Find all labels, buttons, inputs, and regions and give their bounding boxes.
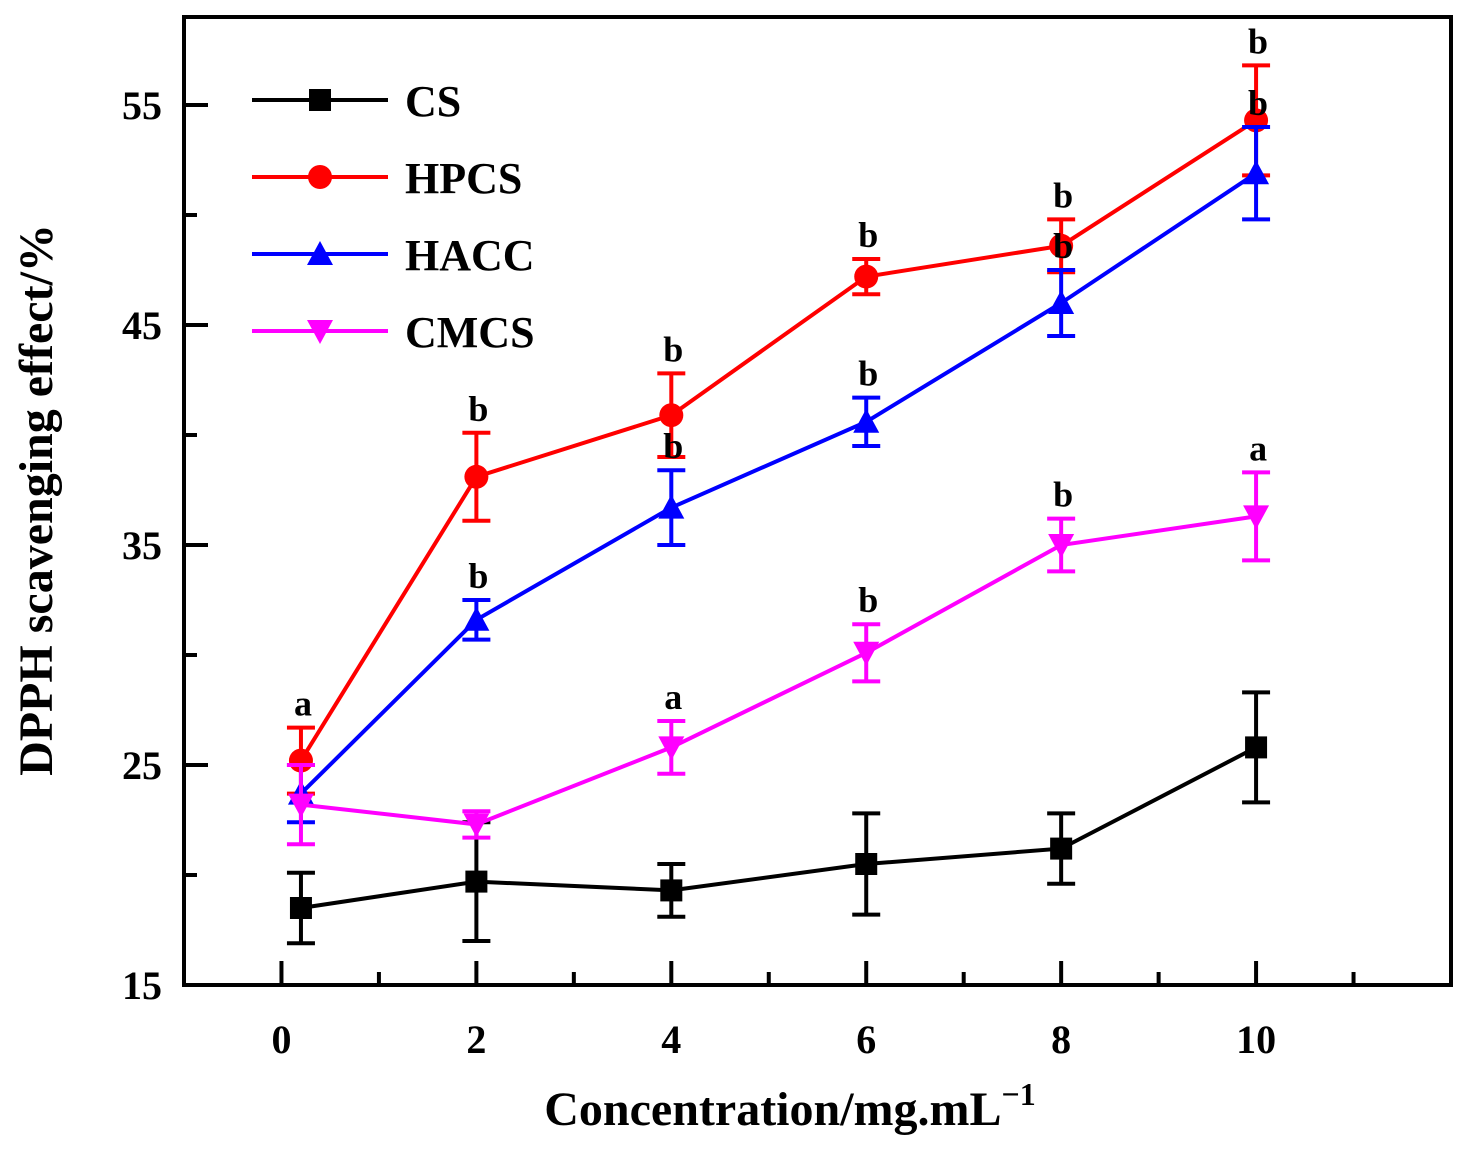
data-point [1243,505,1270,530]
significance-label: a [1249,428,1267,468]
x-tick-label: 10 [1236,1017,1276,1062]
significance-label: b [1053,475,1073,515]
plot-frame [182,15,1453,987]
significance-label: b [468,556,488,596]
data-point [659,403,684,428]
legend-label: HACC [405,231,535,280]
y-tick-label: 35 [122,523,162,568]
significance-label: b [468,389,488,429]
significance-label: b [1248,21,1268,61]
data-point [463,606,490,631]
legend-marker [307,320,333,344]
legend-item-cmcs: CMCS [252,308,535,357]
x-tick-label: 8 [1051,1017,1071,1062]
data-point [658,736,685,761]
series-cmcs: a b b a [286,428,1271,847]
x-tick-label: 2 [466,1017,486,1062]
data-point [1050,837,1073,860]
data-point [855,853,878,875]
series-cs [286,690,1271,946]
legend-marker [308,165,332,189]
legend: CS HPCS HACC CMCS [252,77,535,357]
data-point [1049,233,1074,258]
significance-label: b [1053,226,1073,266]
significance-label: b [858,354,878,394]
data-point [853,641,880,666]
series-line-hacc [299,171,1258,796]
x-tick-label: 0 [271,1017,291,1062]
legend-label: CS [405,77,461,126]
x-tick-label: 6 [856,1017,876,1062]
data-point [464,464,489,489]
legend-label: HPCS [405,154,522,203]
x-axis-title-superscript: −1 [1002,1076,1036,1112]
data-point [463,813,490,838]
x-axis-title-text: Concentration/mg.mL [544,1083,1001,1136]
data-point [1048,290,1075,314]
data-point [1245,736,1268,759]
legend-item-cs: CS [252,77,461,126]
series-line-cmcs [300,514,1257,827]
data-point [287,793,314,818]
y-tick-label: 15 [122,963,162,1008]
y-axis-title: DPPH scavenging effect/% [10,224,63,776]
data-point [853,408,880,433]
significance-label: b [858,215,878,255]
significance-label: b [1248,83,1268,123]
y-tick-label: 45 [122,303,162,348]
legend-label: CMCS [405,308,535,357]
legend-marker [309,89,331,111]
significance-label: b [663,329,683,369]
data-point [1048,534,1075,558]
x-axis-title: Concentration/mg.mL−1 [544,1076,1036,1136]
data-point [289,897,312,919]
significance-label: a [664,677,682,717]
legend-item-hacc: HACC [252,231,535,280]
significance-label: b [1053,175,1073,215]
data-point [1243,160,1270,185]
legend-marker [307,241,333,265]
significance-label: b [663,426,683,466]
data-point [660,879,683,902]
data-point [465,870,488,893]
significance-label: a [294,684,312,724]
series-line-hpcs [299,118,1258,762]
significance-label: b [858,580,878,620]
y-tick-label: 55 [122,83,162,128]
axes: 0 2 4 6 8 10 15 25 35 45 55 [122,83,1356,1062]
series-line-cs [300,745,1257,910]
y-tick-label: 25 [122,743,162,788]
x-tick-label: 4 [661,1017,681,1062]
data-point [658,494,685,519]
data-point [854,264,879,289]
legend-item-hpcs: HPCS [252,154,522,203]
